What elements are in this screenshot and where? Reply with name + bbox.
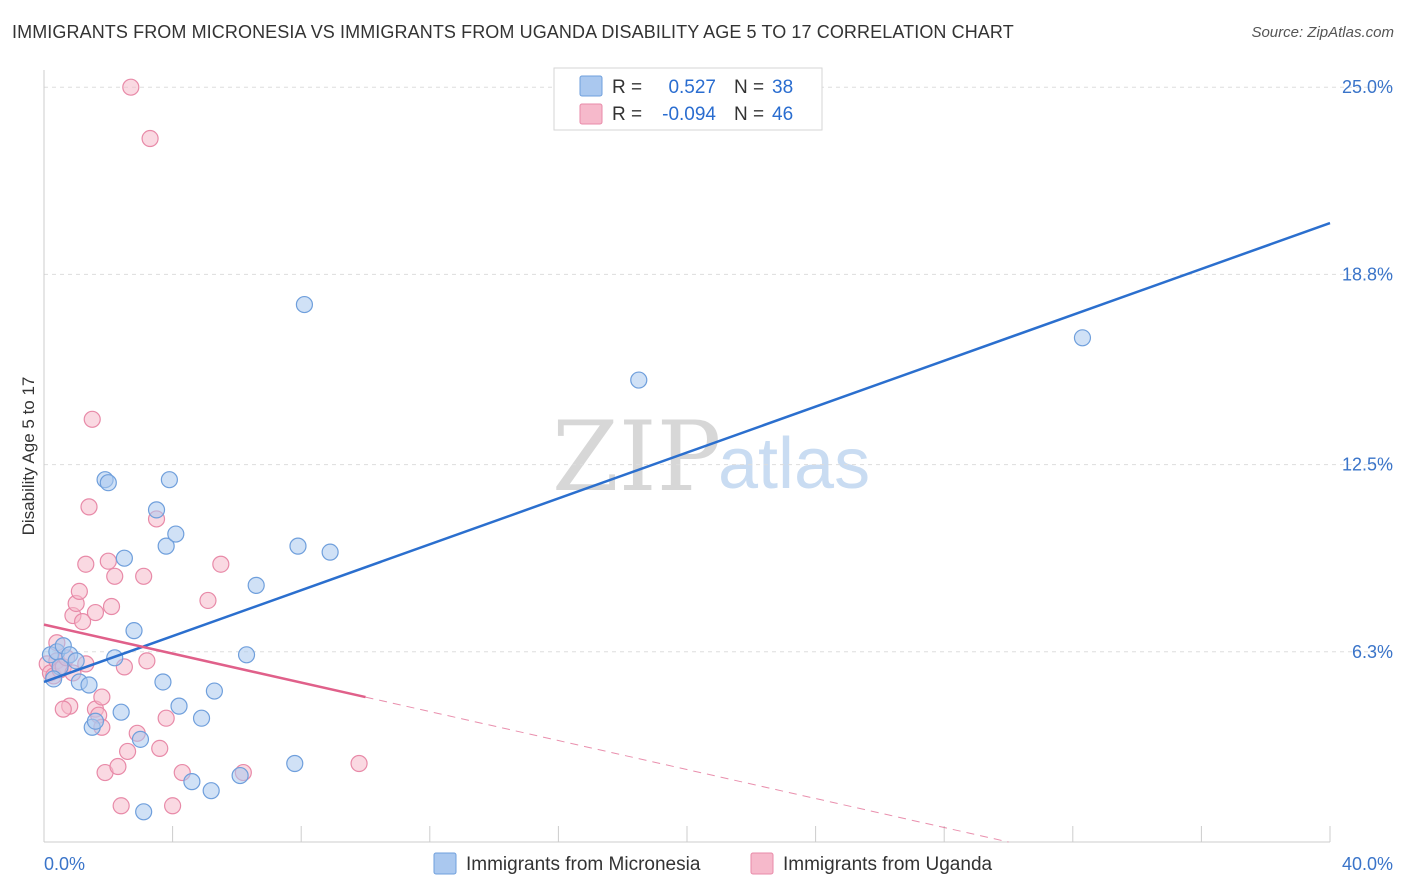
micronesia-point-36 xyxy=(1073,329,1092,347)
uganda-point-11 xyxy=(73,612,92,631)
micronesia-point-13 xyxy=(112,703,130,721)
series-legend-swatch-micronesia xyxy=(433,852,457,875)
y-tick-label-3: 25.0% xyxy=(1342,77,1393,97)
micronesia-point-24 xyxy=(183,773,201,791)
y-tick-labels: 6.3% 12.5% 18.8% 25.0% xyxy=(1342,77,1393,662)
uganda-point-12 xyxy=(77,555,95,573)
watermark-zip: ZIP xyxy=(552,401,721,513)
uganda-point-33 xyxy=(164,797,182,815)
micronesia-point-5 xyxy=(67,652,85,670)
series-legend-label-micronesia: Immigrants from Micronesia xyxy=(466,854,701,875)
uganda-point-29 xyxy=(141,129,159,148)
micronesia-point-34 xyxy=(321,543,339,561)
uganda-point-21 xyxy=(106,567,124,585)
micronesia-point-7 xyxy=(80,676,98,694)
micronesia-point-23 xyxy=(170,697,188,715)
micronesia-points xyxy=(41,295,1092,821)
micronesia-point-9 xyxy=(86,712,105,730)
series-legend-label-uganda: Immigrants from Uganda xyxy=(783,854,993,875)
micronesia-point-29 xyxy=(237,646,256,664)
uganda-point-13 xyxy=(80,498,98,516)
micronesia-point-32 xyxy=(289,537,307,555)
uganda-point-36 xyxy=(212,555,230,573)
y-tick-label-2: 18.8% xyxy=(1342,264,1393,284)
uganda-trend-line-extension xyxy=(365,696,1009,843)
legend-r-label-uganda: R = xyxy=(612,104,642,125)
micronesia-point-31 xyxy=(286,754,304,773)
micronesia-point-35 xyxy=(630,371,648,389)
micronesia-point-22 xyxy=(167,525,185,543)
uganda-points xyxy=(38,78,368,815)
uganda-point-35 xyxy=(199,591,217,610)
uganda-point-22 xyxy=(109,757,127,776)
micronesia-point-27 xyxy=(205,682,223,700)
legend-swatch-micronesia xyxy=(579,75,603,97)
y-axis-label: Disability Age 5 to 17 xyxy=(19,377,38,536)
legend-n-value-uganda: 46 xyxy=(772,104,793,125)
micronesia-point-28 xyxy=(231,766,249,785)
uganda-point-24 xyxy=(118,742,137,761)
legend-r-value-uganda: -0.094 xyxy=(662,104,716,125)
uganda-point-20 xyxy=(102,597,121,616)
micronesia-point-33 xyxy=(295,295,314,314)
micronesia-point-14 xyxy=(115,549,133,567)
micronesia-point-30 xyxy=(247,576,265,594)
uganda-trend-line xyxy=(43,623,366,699)
uganda-point-27 xyxy=(135,567,153,585)
micronesia-point-11 xyxy=(99,474,117,492)
x-ticks xyxy=(43,826,1331,842)
uganda-point-45 xyxy=(93,688,111,706)
micronesia-point-21 xyxy=(160,471,178,489)
uganda-point-38 xyxy=(350,754,368,773)
micronesia-point-19 xyxy=(154,673,172,691)
uganda-point-32 xyxy=(157,709,175,727)
y-tick-label-0: 6.3% xyxy=(1352,642,1393,662)
y-tick-label-1: 12.5% xyxy=(1342,455,1393,475)
legend-swatch-uganda xyxy=(579,103,603,125)
micronesia-point-16 xyxy=(131,730,150,748)
uganda-point-14 xyxy=(83,410,101,428)
uganda-point-19 xyxy=(99,552,117,570)
chart-title: IMMIGRANTS FROM MICRONESIA VS IMMIGRANTS… xyxy=(12,22,1014,42)
x-tick-label-max: 40.0% xyxy=(1342,854,1393,874)
trend-lines xyxy=(43,221,1331,843)
correlation-legend: R = 0.527 N = 38 R = -0.094 N = 46 xyxy=(553,67,823,131)
uganda-point-28 xyxy=(138,652,156,670)
legend-r-value-micronesia: 0.527 xyxy=(668,77,716,98)
micronesia-point-25 xyxy=(192,709,211,727)
legend-n-label-uganda: N = xyxy=(734,104,764,125)
watermark-atlas: atlas xyxy=(718,424,870,504)
series-legend: Immigrants from Micronesia Immigrants fr… xyxy=(433,852,993,875)
legend-r-label-micronesia: R = xyxy=(612,77,642,98)
uganda-point-39 xyxy=(54,700,72,718)
micronesia-point-15 xyxy=(125,622,143,640)
micronesia-point-17 xyxy=(135,803,153,821)
x-tick-label-min: 0.0% xyxy=(44,854,85,874)
micronesia-point-20 xyxy=(157,537,175,555)
micronesia-point-26 xyxy=(202,782,220,800)
uganda-point-10 xyxy=(70,582,88,601)
uganda-point-23 xyxy=(112,797,130,815)
gridlines xyxy=(44,86,1393,653)
uganda-point-25 xyxy=(122,78,140,96)
source-label: Source: ZipAtlas.com xyxy=(1251,24,1394,41)
micronesia-point-18 xyxy=(147,501,166,519)
uganda-point-41 xyxy=(86,603,105,622)
legend-n-label-micronesia: N = xyxy=(734,77,764,98)
micronesia-trend-line xyxy=(43,221,1331,684)
legend-n-value-micronesia: 38 xyxy=(772,77,793,98)
series-legend-swatch-uganda xyxy=(750,852,774,875)
uganda-point-31 xyxy=(151,739,169,758)
